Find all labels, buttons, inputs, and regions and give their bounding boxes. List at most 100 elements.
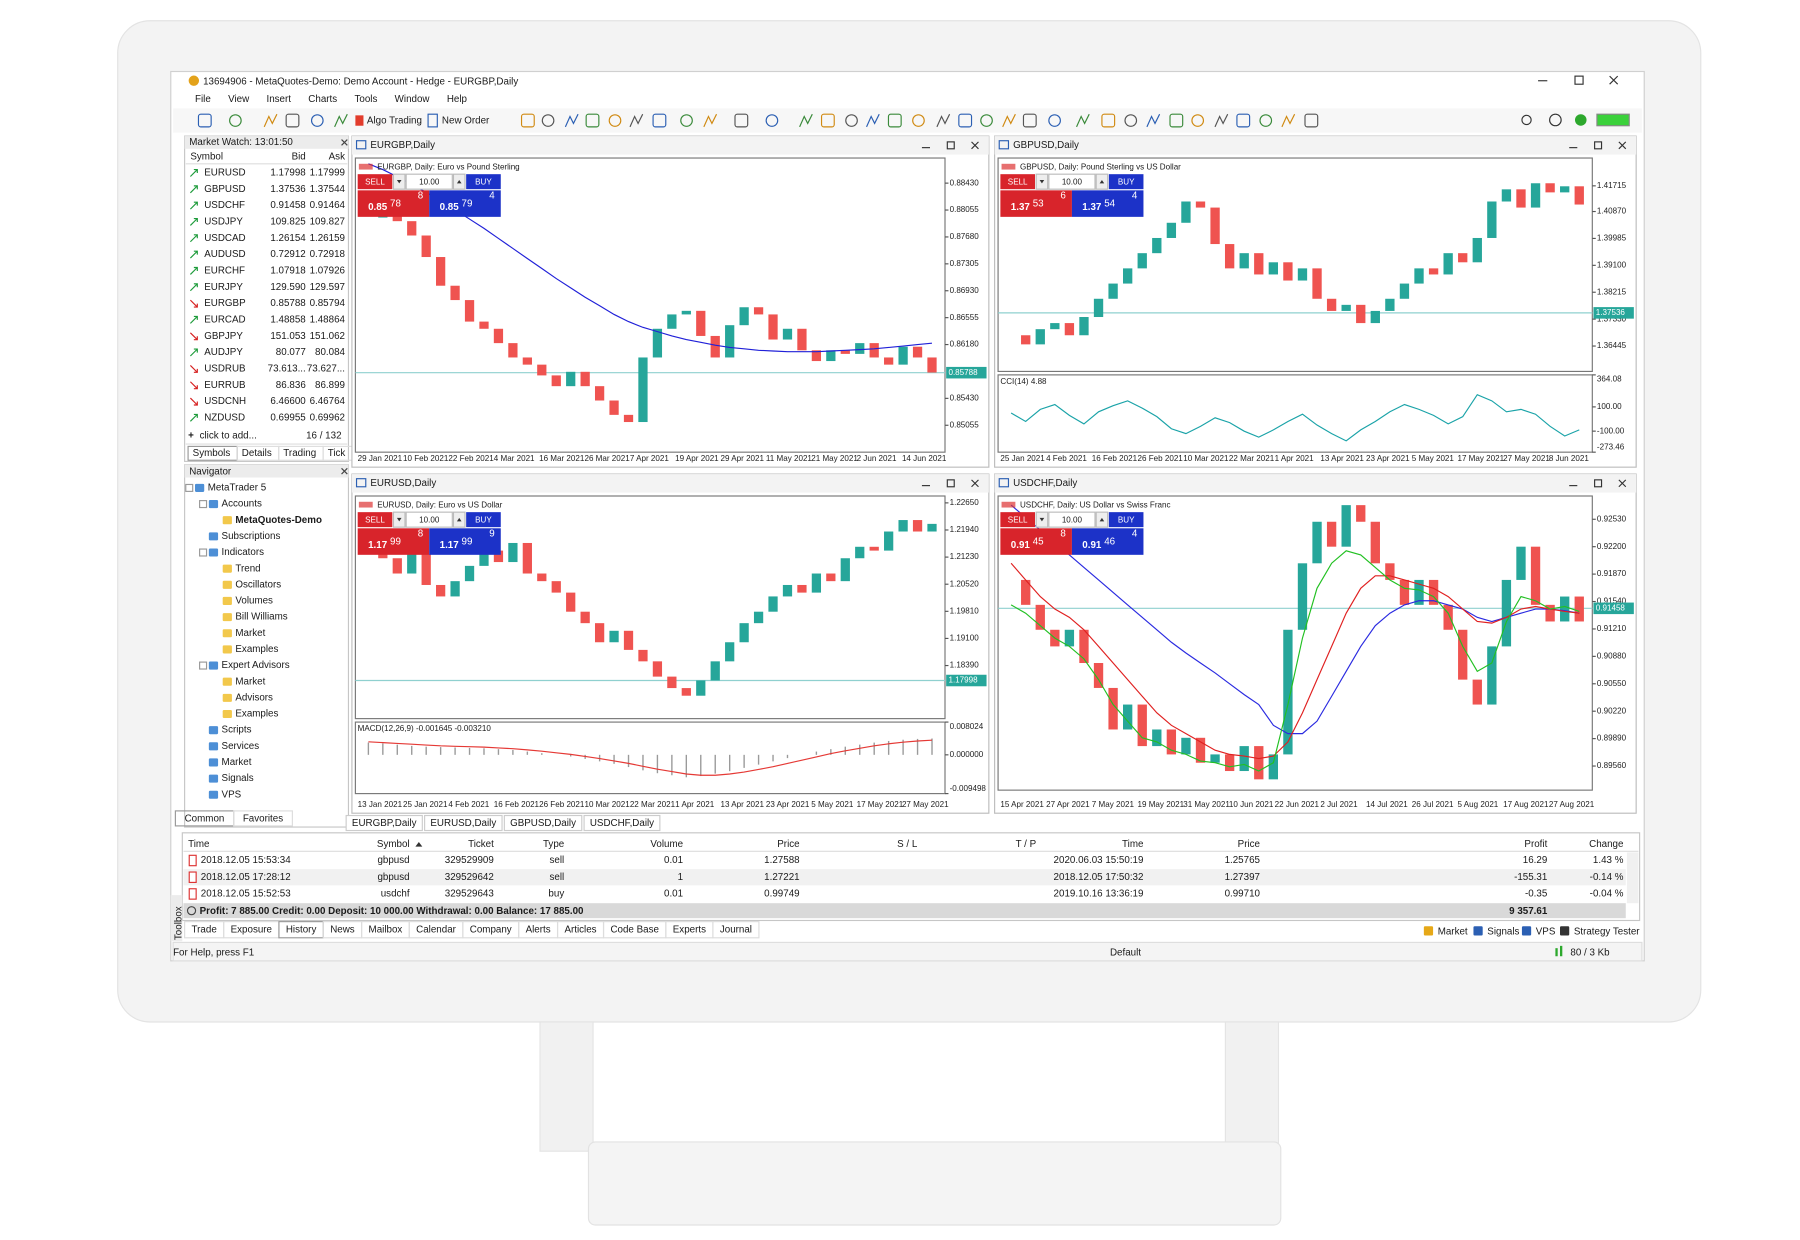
chart-tab[interactable]: EURUSD,Daily bbox=[430, 818, 496, 829]
sell-price-big[interactable]: 45 bbox=[1033, 537, 1044, 548]
tree-node[interactable]: Indicators bbox=[222, 547, 265, 558]
toolbox-link[interactable]: VPS bbox=[1536, 927, 1556, 938]
toolbox-tab[interactable]: Trade bbox=[192, 924, 218, 935]
symbol[interactable]: GBPJPY bbox=[204, 331, 243, 342]
toolbar-icon[interactable] bbox=[980, 114, 993, 127]
buy-price-small[interactable]: 1.17 bbox=[440, 540, 460, 551]
sell-price-small[interactable]: 1.17 bbox=[368, 540, 388, 551]
toolbar-icon[interactable] bbox=[541, 114, 555, 127]
toolbox-tab[interactable]: Exposure bbox=[231, 924, 273, 935]
toolbar-icon[interactable] bbox=[845, 114, 858, 127]
tree-node[interactable]: VPS bbox=[222, 789, 242, 800]
symbol[interactable]: EURJPY bbox=[204, 282, 243, 293]
lot-size[interactable]: 10.00 bbox=[1062, 515, 1083, 524]
tree-node[interactable]: Signals bbox=[222, 773, 254, 784]
symbol[interactable]: AUDJPY bbox=[204, 347, 243, 358]
tree-node[interactable]: Volumes bbox=[235, 596, 273, 607]
symbol[interactable]: EURRUB bbox=[204, 380, 246, 391]
buy-label-box[interactable] bbox=[1108, 512, 1144, 528]
panel-tab[interactable]: Tick bbox=[328, 448, 346, 459]
toolbox-tab[interactable]: History bbox=[286, 924, 317, 935]
toolbar-icon[interactable] bbox=[887, 113, 902, 128]
maximize-button[interactable] bbox=[1594, 479, 1603, 488]
sell-button[interactable] bbox=[357, 190, 430, 217]
toolbar-icon[interactable] bbox=[263, 113, 278, 128]
close-button[interactable] bbox=[1618, 141, 1627, 150]
tree-node[interactable]: Market bbox=[235, 628, 265, 639]
toolbox-tab[interactable]: Alerts bbox=[526, 924, 551, 935]
toolbar-icon[interactable] bbox=[285, 113, 300, 128]
toolbox-tab[interactable]: Journal bbox=[720, 924, 752, 935]
close-button[interactable] bbox=[341, 139, 348, 146]
toolbox-tab[interactable]: Articles bbox=[564, 924, 596, 935]
buy-label[interactable]: BUY bbox=[475, 177, 492, 186]
buy-price-big[interactable]: 99 bbox=[462, 537, 473, 548]
menu-item[interactable]: Charts bbox=[308, 94, 337, 105]
tree-node[interactable]: Scripts bbox=[222, 725, 252, 736]
lot-size[interactable]: 10.00 bbox=[1062, 177, 1083, 186]
toolbox-tab[interactable]: Experts bbox=[673, 924, 706, 935]
symbol[interactable]: USDCAD bbox=[204, 233, 245, 244]
buy-label[interactable]: BUY bbox=[1118, 177, 1135, 186]
lot-size[interactable]: 10.00 bbox=[419, 515, 440, 524]
menu-item[interactable]: View bbox=[228, 94, 250, 105]
symbol[interactable]: USDCNH bbox=[204, 396, 246, 407]
toolbox-link[interactable]: Signals bbox=[1487, 927, 1519, 938]
toolbar-icon[interactable] bbox=[1002, 113, 1016, 128]
toolbar-icon[interactable] bbox=[765, 114, 779, 127]
sell-button[interactable] bbox=[1000, 190, 1072, 217]
sell-label-box[interactable] bbox=[357, 512, 393, 528]
toolbar-icon[interactable] bbox=[334, 113, 348, 128]
tree-node[interactable]: Examples bbox=[235, 644, 278, 655]
panel-tab[interactable]: Details bbox=[242, 448, 272, 459]
tree-node[interactable]: Market bbox=[222, 757, 252, 768]
buy-price-sup[interactable]: 4 bbox=[1132, 191, 1138, 202]
maximize-button[interactable] bbox=[1594, 141, 1603, 150]
close-button[interactable] bbox=[971, 141, 979, 150]
sell-price-small[interactable]: 0.91 bbox=[1011, 540, 1031, 551]
tree-node[interactable]: MetaQuotes-Demo bbox=[235, 515, 322, 526]
toolbar-icon[interactable] bbox=[652, 113, 667, 128]
sell-label[interactable]: SELL bbox=[365, 515, 385, 524]
toolbar-icon[interactable] bbox=[1281, 113, 1296, 128]
maximize-button[interactable] bbox=[946, 141, 955, 150]
sell-price-big[interactable]: 99 bbox=[390, 537, 401, 548]
symbol[interactable]: EURUSD bbox=[204, 168, 245, 179]
panel-tab[interactable]: Favorites bbox=[243, 814, 283, 825]
add-symbol[interactable]: click to add... bbox=[200, 431, 257, 442]
toolbox-tab[interactable]: Mailbox bbox=[369, 924, 403, 935]
toolbox-tab[interactable]: Code Base bbox=[610, 924, 659, 935]
toolbar-icon[interactable] bbox=[1236, 113, 1251, 128]
toolbar-icon[interactable] bbox=[197, 113, 212, 128]
toolbar-icon[interactable] bbox=[1022, 113, 1037, 128]
lot-box[interactable] bbox=[1048, 511, 1096, 528]
toolbar-icon[interactable] bbox=[1191, 114, 1205, 127]
sell-price-sup[interactable]: 8 bbox=[418, 191, 424, 202]
chart-tab[interactable]: GBPUSD,Daily bbox=[510, 818, 576, 829]
buy-label[interactable]: BUY bbox=[475, 515, 492, 524]
buy-price-big[interactable]: 46 bbox=[1104, 537, 1115, 548]
buy-label-box[interactable] bbox=[466, 174, 501, 190]
toolbar-icon[interactable] bbox=[1304, 113, 1319, 128]
symbol[interactable]: USDJPY bbox=[204, 217, 243, 228]
tree-node[interactable]: Advisors bbox=[235, 692, 273, 703]
sell-label[interactable]: SELL bbox=[365, 177, 385, 186]
toolbar-icon[interactable] bbox=[680, 114, 693, 127]
toolbar-icon[interactable] bbox=[936, 113, 951, 128]
tree-node[interactable]: Expert Advisors bbox=[222, 660, 290, 671]
search-icon[interactable] bbox=[1521, 114, 1532, 126]
sell-button[interactable] bbox=[357, 528, 430, 555]
symbol[interactable]: NZDUSD bbox=[204, 412, 245, 423]
buy-button[interactable] bbox=[1071, 190, 1144, 217]
close-button[interactable] bbox=[971, 479, 979, 488]
symbol[interactable]: AUDUSD bbox=[204, 249, 245, 260]
new-order-button[interactable]: New Order bbox=[442, 116, 490, 127]
menu-item[interactable]: Tools bbox=[354, 94, 377, 105]
toolbar-icon[interactable] bbox=[1048, 114, 1061, 127]
symbol[interactable]: GBPUSD bbox=[204, 184, 245, 195]
buy-button[interactable] bbox=[1071, 528, 1144, 555]
chart-tab[interactable]: EURGBP,Daily bbox=[352, 818, 417, 829]
tree-node[interactable]: Bill Williams bbox=[235, 612, 287, 623]
toolbar-icon[interactable] bbox=[1124, 114, 1138, 127]
sell-label-box[interactable] bbox=[357, 174, 393, 190]
